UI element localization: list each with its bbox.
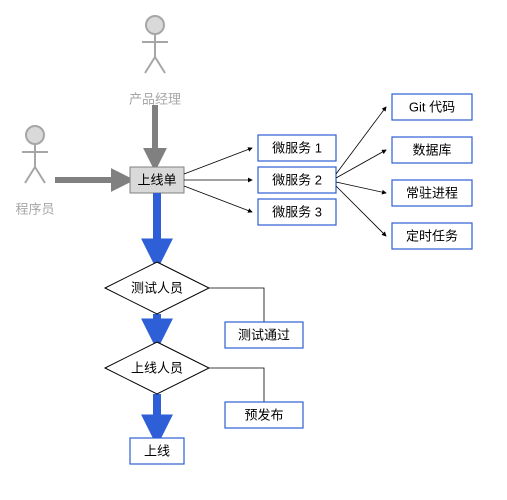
service-label: 微服务 3 xyxy=(272,205,322,220)
actor-pm: 产品经理 xyxy=(129,16,181,107)
detail-label: Git 代码 xyxy=(409,100,455,115)
final-box-label: 上线 xyxy=(144,444,170,459)
service-label: 微服务 2 xyxy=(272,173,322,188)
detail-label: 数据库 xyxy=(412,143,451,158)
actor-label-pm: 产品经理 xyxy=(129,92,181,107)
service-label: 微服务 1 xyxy=(272,141,322,156)
deploy-ticket-label: 上线单 xyxy=(137,173,176,188)
edge-service-detail xyxy=(336,182,386,193)
diamond-label-deployer: 上线人员 xyxy=(131,361,183,376)
detail-label: 常驻进程 xyxy=(406,186,458,201)
actor-dev: 程序员 xyxy=(15,126,54,217)
actor-label-dev: 程序员 xyxy=(15,202,54,217)
edge-service-detail xyxy=(336,186,386,236)
elbow-connector xyxy=(209,368,264,402)
side-box-label-preprod: 预发布 xyxy=(244,408,283,423)
edge-deploy-service xyxy=(184,148,252,174)
elbow-connector xyxy=(209,288,264,322)
diamond-label-tester: 测试人员 xyxy=(131,281,183,296)
side-box-label-pass: 测试通过 xyxy=(238,328,290,343)
detail-label: 定时任务 xyxy=(406,229,458,244)
edge-deploy-service xyxy=(184,186,252,212)
